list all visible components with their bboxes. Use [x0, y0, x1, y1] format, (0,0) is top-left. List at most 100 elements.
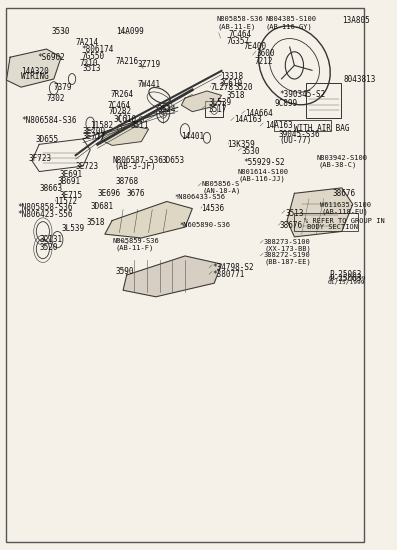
Text: 3518: 3518	[227, 91, 245, 100]
Text: (UU-77): (UU-77)	[279, 136, 312, 145]
Text: (XX-173-BB): (XX-173-BB)	[264, 245, 311, 251]
Text: 38768: 38768	[116, 177, 139, 186]
Polygon shape	[123, 256, 222, 297]
Text: 38676: 38676	[280, 221, 303, 229]
Text: *55929-S2: *55929-S2	[243, 158, 285, 167]
Bar	[274, 120, 331, 131]
Text: (AB-11-F): (AB-11-F)	[115, 245, 153, 251]
Text: 7379: 7379	[54, 83, 72, 92]
Text: 3511: 3511	[130, 121, 149, 130]
Text: 7W441: 7W441	[138, 80, 161, 89]
Bar	[295, 213, 358, 232]
Text: 3L539: 3L539	[209, 98, 232, 107]
Text: 3D655: 3D655	[36, 135, 59, 144]
Text: 3513: 3513	[285, 208, 304, 218]
Text: N803942-S100: N803942-S100	[316, 155, 367, 161]
Text: 3D653: 3D653	[161, 156, 185, 166]
Text: (AB-11-E): (AB-11-E)	[217, 24, 255, 30]
Text: 3E715: 3E715	[59, 191, 83, 200]
Text: 3E696: 3E696	[98, 189, 121, 198]
Text: (AB-38-C): (AB-38-C)	[318, 162, 357, 168]
Text: WIRING: WIRING	[21, 73, 49, 81]
Text: 3Z719: 3Z719	[138, 60, 161, 69]
Text: WITH AIR BAG: WITH AIR BAG	[295, 124, 350, 133]
Text: 3E717: 3E717	[83, 133, 106, 141]
Text: *N805858-S36: *N805858-S36	[17, 202, 73, 212]
Text: (AB-116-GY): (AB-116-GY)	[265, 24, 312, 30]
Text: 38663: 38663	[39, 184, 62, 192]
Text: N805856-S: N805856-S	[201, 182, 240, 188]
Text: (AB-3-JF): (AB-3-JF)	[114, 162, 156, 171]
Polygon shape	[287, 188, 353, 237]
Text: 388273-S100: 388273-S100	[264, 239, 310, 245]
Text: *380771: *380771	[212, 270, 245, 278]
Text: *390345-S2: *390345-S2	[280, 90, 326, 99]
Text: 3L539: 3L539	[61, 224, 84, 233]
Text: 13K359: 13K359	[227, 140, 255, 149]
Text: 3D681: 3D681	[90, 201, 114, 211]
Text: 11582: 11582	[90, 121, 114, 130]
Text: BODY SECTION: BODY SECTION	[307, 224, 358, 230]
Text: *N605890-S36: *N605890-S36	[179, 222, 231, 228]
Text: N804385-S100: N804385-S100	[265, 16, 316, 23]
Text: 14A320: 14A320	[21, 67, 49, 76]
Text: 3518: 3518	[87, 218, 105, 227]
Text: 3C131: 3C131	[39, 235, 62, 244]
Text: 7D282: 7D282	[108, 107, 132, 116]
Polygon shape	[6, 49, 61, 87]
Text: P-25063: P-25063	[329, 274, 361, 283]
Text: 7E400: 7E400	[243, 42, 266, 51]
Text: 388272-S190: 388272-S190	[264, 251, 310, 257]
Text: 3520: 3520	[234, 84, 253, 92]
Text: 14401: 14401	[181, 133, 204, 141]
Text: P-25063: P-25063	[329, 270, 361, 278]
Text: 7C464: 7C464	[108, 101, 131, 110]
Text: 14536: 14536	[201, 204, 225, 213]
Text: 3517: 3517	[209, 104, 227, 114]
Text: 3530: 3530	[52, 28, 71, 36]
Text: 7302: 7302	[46, 94, 65, 103]
Text: % REFER TO GROUP IN: % REFER TO GROUP IN	[304, 218, 384, 224]
Text: 7C464: 7C464	[229, 30, 252, 39]
Text: 13318: 13318	[220, 73, 243, 81]
Text: 3676: 3676	[127, 189, 145, 198]
Text: 7A214: 7A214	[76, 38, 99, 47]
Text: (AN-18-A): (AN-18-A)	[202, 188, 241, 194]
Text: 39045-S36: 39045-S36	[278, 130, 320, 139]
Text: N805858-S36: N805858-S36	[216, 16, 263, 23]
Text: (AB-116-JJ): (AB-116-JJ)	[239, 175, 286, 182]
Polygon shape	[181, 91, 222, 112]
Text: 11572: 11572	[54, 197, 77, 206]
Text: W611635-S100: W611635-S100	[320, 201, 371, 207]
Text: 38676: 38676	[333, 189, 356, 198]
Text: 7212: 7212	[254, 57, 273, 66]
Text: *S6902: *S6902	[37, 53, 65, 62]
Bar	[306, 83, 341, 118]
Text: 3B691: 3B691	[58, 177, 81, 186]
Text: *N806423-S56: *N806423-S56	[17, 210, 73, 219]
Text: *806174: *806174	[81, 45, 114, 54]
Text: 7G357: 7G357	[227, 37, 250, 46]
Text: N806587-S36: N806587-S36	[112, 156, 163, 166]
Text: 3530: 3530	[241, 146, 260, 156]
Text: 14A664: 14A664	[245, 109, 273, 118]
Text: 14A099: 14A099	[116, 28, 144, 36]
Text: *34798-S2: *34798-S2	[212, 263, 254, 272]
Text: 3520: 3520	[39, 244, 58, 252]
Text: 3E691: 3E691	[59, 170, 83, 179]
Text: 14A163: 14A163	[234, 116, 262, 124]
Text: 8043813: 8043813	[344, 75, 376, 84]
Text: *N806433-S56: *N806433-S56	[174, 194, 225, 200]
Text: 14A163: 14A163	[265, 121, 293, 130]
Text: 3C610: 3C610	[114, 116, 137, 124]
Text: 3590: 3590	[116, 267, 134, 276]
Text: 3600: 3600	[256, 49, 275, 58]
Text: 01/15/1999: 01/15/1999	[327, 279, 365, 284]
Polygon shape	[101, 125, 148, 145]
Text: 3513: 3513	[83, 64, 102, 73]
Text: 7L278: 7L278	[210, 84, 234, 92]
Text: 01/15/1999: 01/15/1999	[328, 275, 366, 280]
Text: 13A805: 13A805	[342, 16, 370, 25]
Polygon shape	[105, 201, 192, 238]
Text: (BB-187-EE): (BB-187-EE)	[264, 258, 311, 265]
